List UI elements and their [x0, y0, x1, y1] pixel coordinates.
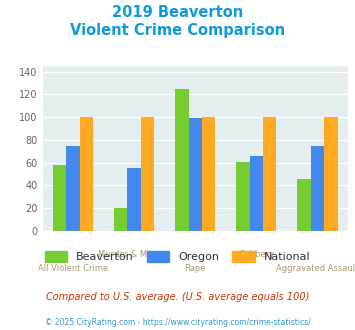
Text: © 2025 CityRating.com - https://www.cityrating.com/crime-statistics/: © 2025 CityRating.com - https://www.city…: [45, 318, 310, 327]
Bar: [141, 117, 154, 231]
Text: Aggravated Assault: Aggravated Assault: [276, 264, 355, 273]
Bar: [311, 146, 324, 231]
Text: Rape: Rape: [185, 264, 206, 273]
Bar: [202, 117, 215, 231]
Legend: Beaverton, Oregon, National: Beaverton, Oregon, National: [40, 247, 315, 267]
Text: All Violent Crime: All Violent Crime: [38, 264, 108, 273]
Bar: [114, 208, 127, 231]
Bar: [66, 146, 80, 231]
Bar: [250, 156, 263, 231]
Text: 2019 Beaverton: 2019 Beaverton: [112, 5, 243, 20]
Bar: [175, 89, 189, 231]
Text: Robbery: Robbery: [239, 250, 274, 259]
Bar: [127, 168, 141, 231]
Bar: [263, 117, 277, 231]
Bar: [80, 117, 93, 231]
Text: Compared to U.S. average. (U.S. average equals 100): Compared to U.S. average. (U.S. average …: [46, 292, 309, 302]
Bar: [189, 118, 202, 231]
Bar: [297, 179, 311, 231]
Bar: [53, 165, 66, 231]
Text: Violent Crime Comparison: Violent Crime Comparison: [70, 23, 285, 38]
Bar: [324, 117, 338, 231]
Text: Murder & Mans...: Murder & Mans...: [98, 250, 170, 259]
Bar: [236, 162, 250, 231]
